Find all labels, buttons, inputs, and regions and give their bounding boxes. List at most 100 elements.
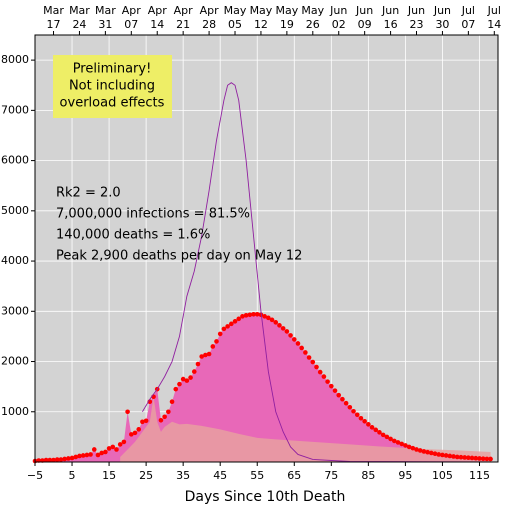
dot — [236, 316, 242, 322]
dot — [310, 359, 316, 365]
dot — [43, 457, 49, 463]
x2-tick-day: 31 — [98, 18, 112, 31]
x2-tick-month: Jul — [461, 4, 475, 17]
dot — [240, 314, 245, 319]
x-tick-label: 105 — [432, 469, 453, 482]
x2-tick-month: May — [224, 4, 247, 17]
line — [142, 82, 491, 463]
dot — [373, 427, 379, 433]
dot — [206, 351, 212, 357]
dot — [191, 369, 197, 374]
dot — [195, 361, 201, 367]
dot — [303, 350, 308, 355]
x2-tick-day: 16 — [384, 18, 398, 31]
y-tick-label: 2000 — [1, 355, 29, 368]
dot — [243, 313, 249, 318]
dot — [54, 457, 60, 462]
note-text: overload effects — [60, 96, 165, 111]
dot — [447, 453, 453, 459]
dot — [466, 455, 471, 461]
note-text: Not including — [69, 79, 155, 94]
x2-tick-month: Mar — [69, 4, 90, 17]
dot — [347, 404, 353, 410]
dot — [58, 457, 64, 462]
dot — [414, 447, 419, 452]
plot-frame — [34, 34, 499, 463]
x-tick-label: 65 — [287, 469, 301, 482]
dot — [221, 326, 227, 332]
x2-tick-month: Apr — [148, 4, 168, 17]
x-tick-label: 85 — [361, 469, 375, 482]
x2-tick-day: 09 — [358, 18, 372, 31]
dot — [366, 422, 371, 427]
x2-tick-month: May — [275, 4, 298, 17]
x2-tick-month: Jun — [407, 4, 425, 17]
dot — [440, 452, 445, 458]
dot — [203, 352, 208, 358]
annotation: 140,000 deaths = 1.6% — [56, 228, 210, 243]
x-axis-label: Days Since 10th Death — [185, 489, 346, 505]
x-tick-label: 115 — [469, 469, 490, 482]
x2-tick-month: Jun — [355, 4, 373, 17]
dot — [391, 438, 397, 444]
dot — [443, 453, 449, 458]
x2-tick-day: 21 — [176, 18, 190, 31]
dot — [210, 344, 216, 349]
dot — [480, 456, 486, 462]
dot — [269, 317, 275, 323]
dot — [99, 450, 104, 456]
dot — [66, 456, 71, 461]
dot — [388, 436, 393, 442]
dot — [251, 312, 256, 317]
x2-tick-month: Apr — [174, 4, 194, 17]
dot — [229, 321, 234, 327]
area — [120, 396, 491, 462]
x-tick-label: 25 — [139, 469, 153, 482]
dot — [351, 408, 356, 414]
dot — [247, 312, 253, 318]
x2-tick-month: Jul — [487, 4, 501, 17]
x2-tick-month: Jun — [329, 4, 347, 17]
dot — [62, 456, 67, 462]
x2-tick-day: 28 — [202, 18, 216, 31]
dot — [488, 456, 493, 462]
dot — [403, 443, 408, 448]
y-tick-label: 7000 — [1, 103, 29, 116]
x-tick-label: 55 — [250, 469, 264, 482]
dot — [162, 414, 167, 420]
dot — [425, 449, 430, 455]
x2-tick-month: May — [250, 4, 273, 17]
dot — [377, 430, 382, 435]
dot — [417, 448, 423, 453]
dot — [225, 324, 230, 329]
dot — [106, 446, 112, 451]
dot — [51, 457, 56, 463]
dot — [469, 455, 475, 461]
x2-tick-month: Mar — [43, 4, 64, 17]
dot — [188, 375, 193, 380]
dot — [399, 441, 404, 447]
dot — [288, 333, 293, 338]
dot — [217, 331, 223, 337]
dot — [410, 445, 416, 451]
x2-tick-day: 07 — [461, 18, 475, 31]
dot — [114, 447, 119, 452]
dot — [291, 337, 297, 342]
x2-tick-day: 14 — [150, 18, 164, 31]
dot — [110, 444, 116, 450]
dot — [232, 319, 238, 324]
x2-tick-day: 14 — [487, 18, 501, 31]
dot — [384, 434, 390, 440]
x2-tick-day: 12 — [254, 18, 268, 31]
dot — [91, 447, 97, 452]
x2-tick-month: Jun — [381, 4, 399, 17]
y-tick-label: 3000 — [1, 304, 29, 317]
x2-tick-day: 26 — [306, 18, 320, 31]
y-tick-label: 8000 — [1, 53, 29, 66]
dot — [169, 399, 175, 405]
dot — [406, 444, 412, 450]
y-tick-label: 1000 — [1, 405, 29, 418]
annotation: Peak 2,900 deaths per day on May 12 — [56, 249, 302, 264]
dot — [458, 454, 464, 460]
